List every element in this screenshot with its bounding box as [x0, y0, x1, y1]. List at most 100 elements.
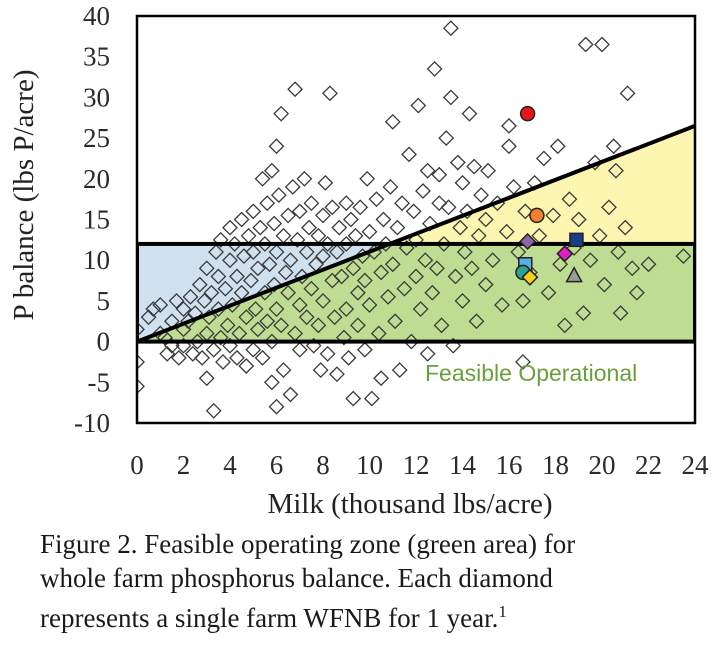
x-tick-label: 16 [496, 450, 523, 480]
data-point [624, 260, 641, 277]
data-point [484, 252, 501, 269]
data-point [435, 236, 452, 252]
data-point [447, 268, 464, 285]
data-point [210, 268, 227, 285]
data-point [336, 329, 352, 346]
data-point [501, 117, 517, 134]
data-point [291, 297, 308, 313]
data-point [329, 366, 345, 383]
data-point [556, 317, 573, 334]
data-point [259, 313, 276, 330]
data-point [401, 146, 417, 163]
data-point [263, 333, 280, 350]
y-tick-label: 25 [83, 123, 110, 153]
data-point [384, 256, 401, 273]
data-point [238, 309, 255, 326]
data-point [477, 211, 494, 228]
points-layer [137, 20, 692, 419]
x-tick-label: 8 [316, 450, 330, 480]
y-tick-label: 5 [97, 286, 111, 316]
data-point [303, 280, 320, 297]
data-point [256, 236, 273, 252]
y-axis-title: P balance (lbs P/acre) [8, 70, 40, 321]
data-point [456, 244, 473, 260]
data-point [389, 219, 406, 236]
data-point [419, 345, 436, 362]
y-tick-label: 30 [83, 82, 110, 112]
data-point [345, 260, 362, 277]
data-point [280, 207, 297, 224]
data-point [205, 402, 222, 419]
data-point [375, 211, 392, 228]
data-point [494, 297, 510, 313]
data-point [229, 268, 245, 285]
data-point [324, 199, 341, 216]
data-point [619, 85, 636, 102]
data-point [273, 317, 290, 334]
data-point [291, 203, 308, 220]
x-tick-label: 6 [270, 450, 284, 480]
data-point [419, 162, 436, 179]
data-point [368, 191, 385, 208]
caption-line-1: Figure 2. Feasible operating zone (green… [40, 529, 576, 559]
data-point [405, 203, 422, 220]
data-point [361, 297, 378, 313]
x-tick-label: 24 [682, 450, 710, 480]
data-point [273, 105, 290, 122]
data-point [515, 354, 531, 370]
data-point [449, 154, 466, 171]
x-axis-title: Milk (thousand lbs/acre) [267, 488, 552, 520]
data-point [431, 166, 448, 183]
y-tick-label: 15 [83, 205, 110, 235]
data-point [145, 301, 162, 317]
data-point [194, 349, 211, 366]
data-point [270, 187, 287, 203]
x-tick-label: 20 [589, 450, 616, 480]
data-point [282, 252, 299, 269]
data-point [215, 354, 231, 370]
data-point [189, 333, 206, 350]
data-point [463, 260, 480, 277]
data-point [243, 272, 259, 289]
data-point [442, 89, 459, 106]
data-point [280, 284, 297, 301]
data-point [191, 276, 208, 293]
data-point [226, 236, 243, 252]
data-point [310, 317, 327, 334]
x-tick-labels: 0 2 4 6 8 10 12 14 16 18 20 22 24 [130, 450, 709, 480]
data-point [517, 203, 534, 220]
data-point [266, 276, 283, 293]
data-point [263, 374, 280, 391]
data-point [359, 170, 376, 187]
data-point [429, 260, 445, 277]
data-point [549, 138, 566, 155]
data-point [349, 284, 366, 301]
data-point [498, 223, 515, 240]
data-point [168, 292, 185, 309]
data-point [245, 244, 262, 260]
zone-green-area [137, 243, 695, 342]
data-point [261, 256, 278, 273]
data-point [345, 390, 362, 407]
highlight-circle-marker [529, 207, 545, 224]
data-point [373, 370, 390, 387]
upper-limit-line [137, 124, 695, 344]
data-point [222, 219, 238, 236]
data-point [412, 301, 429, 317]
data-point [245, 203, 262, 220]
data-point [282, 386, 299, 403]
data-point [338, 301, 355, 317]
data-point [315, 248, 331, 265]
data-point [617, 219, 634, 236]
caption-line-3-text: represents a single farm WFNB for 1 year… [40, 603, 499, 633]
chart: 0 2 4 6 8 10 12 14 16 18 20 22 24 -10-50510152025303… [8, 1, 709, 520]
data-point [361, 223, 378, 240]
data-point [442, 20, 459, 37]
data-point [217, 280, 234, 297]
data-point [259, 195, 276, 212]
data-point [596, 276, 613, 293]
data-point [477, 276, 494, 293]
data-point [277, 264, 294, 281]
y-tick-labels: -10 -5 0 5 10 15 20 25 30 35 40 [74, 1, 110, 438]
